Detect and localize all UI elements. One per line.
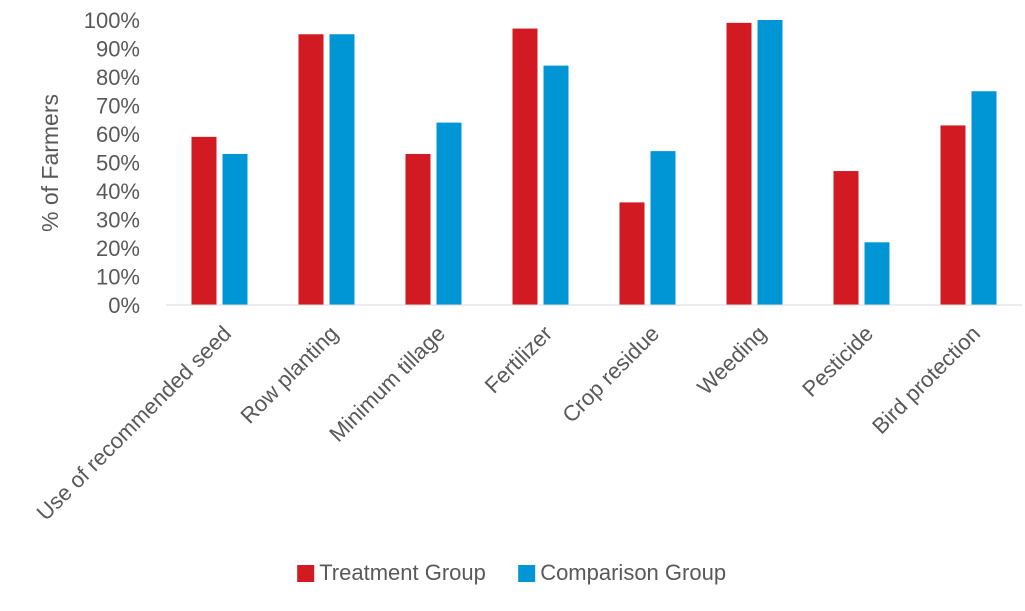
category-label: Fertilizer [480, 321, 557, 398]
legend: Treatment Group Comparison Group [297, 560, 726, 585]
legend-label: Treatment Group [319, 560, 486, 585]
y-tick-label: 90% [96, 37, 140, 62]
bars [191, 20, 997, 306]
category-labels: Use of recommended seed Row plantingMinim… [32, 321, 985, 525]
bar-comparison [757, 20, 783, 305]
category-label: Use of recommended seed [32, 321, 236, 525]
y-tick-label: 70% [96, 94, 140, 119]
bar-comparison [971, 91, 997, 305]
category-label: Weeding [692, 321, 771, 400]
bar-comparison [650, 151, 676, 305]
bar-treatment [405, 153, 431, 305]
bar-treatment [833, 171, 859, 305]
y-tick-label: 50% [96, 151, 140, 176]
legend-label: Comparison Group [540, 560, 726, 585]
category-label: Minimum tillage [324, 321, 450, 447]
bar-treatment [512, 28, 538, 306]
bar-treatment [298, 34, 324, 305]
bar-comparison [543, 65, 569, 305]
y-tick-label: 20% [96, 236, 140, 261]
bar-comparison [864, 242, 890, 305]
y-tick-label: 80% [96, 65, 140, 90]
bar-treatment [619, 202, 645, 305]
y-tick-label: 0% [108, 293, 140, 318]
category-label: Row planting [235, 321, 343, 429]
category-label: Pesticide [797, 321, 878, 402]
bar-comparison [329, 34, 355, 305]
y-tick-label: 60% [96, 122, 140, 147]
y-tick-label: 40% [96, 179, 140, 204]
legend-swatch [297, 565, 315, 582]
category-label: Bird protection [867, 321, 985, 439]
bar-treatment [940, 125, 966, 305]
y-axis-tick-labels: 0% 10% 20% 30% 40% 50% 60% 70% 80% 90% 100% [84, 8, 140, 318]
legend-swatch [518, 565, 536, 582]
bar-comparison [436, 122, 462, 305]
category-label: Crop residue [557, 321, 664, 428]
y-tick-label: 100% [84, 8, 140, 33]
bar-treatment [726, 22, 752, 305]
y-tick-label: 10% [96, 265, 140, 290]
y-tick-label: 30% [96, 208, 140, 233]
y-axis-title: % of Farmers [37, 94, 63, 232]
bar-comparison [222, 153, 248, 305]
bar-treatment [191, 136, 217, 305]
